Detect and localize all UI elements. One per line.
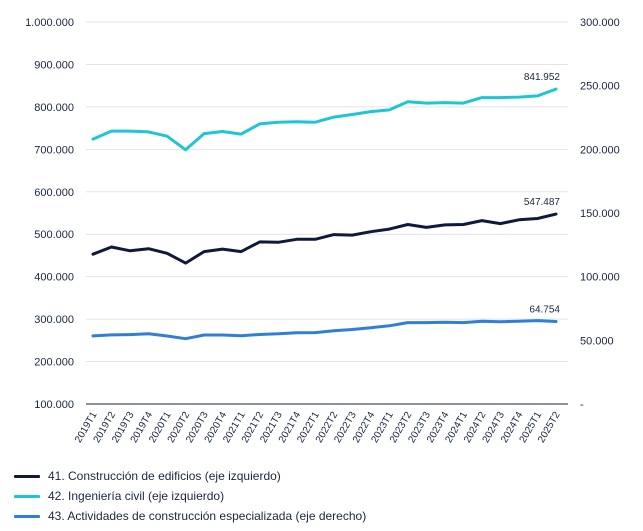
left-tick-label: 300.000	[34, 314, 74, 326]
right-tick-label: 200.000	[580, 144, 620, 156]
series-line-3	[91, 319, 558, 341]
legend-swatch-actividades	[14, 514, 40, 518]
legend-label: 42. Ingeniería civil (eje izquierdo)	[48, 489, 225, 503]
end-labels: 547.487 841.952 64.754	[524, 72, 561, 315]
legend: 41. Construcción de edificios (eje izqui…	[14, 466, 366, 526]
legend-item-actividades-especializada: 43. Actividades de construcción especial…	[14, 506, 366, 526]
series-line-1	[91, 212, 558, 265]
left-y-axis: 100.000 200.000 300.000 400.000 500.000 600.0…	[25, 17, 74, 411]
legend-item-construccion-edificios: 41. Construcción de edificios (eje izqui…	[14, 466, 366, 486]
right-y-axis: - 50.000 100.000 150.000 200.000 250.000 300.0…	[580, 17, 620, 411]
left-tick-label: 900.000	[34, 59, 74, 71]
right-tick-label: 150.000	[580, 208, 620, 220]
series-line-2	[91, 87, 558, 152]
right-tick-label: 300.000	[580, 17, 620, 29]
left-tick-label: 700.000	[34, 144, 74, 156]
series-lines	[91, 87, 558, 341]
end-value-label-2: 841.952	[524, 72, 561, 83]
right-tick-label: 50.000	[580, 335, 614, 347]
grid-lines	[86, 21, 568, 405]
left-tick-label: 500.000	[34, 229, 74, 241]
right-tick-label: -	[580, 399, 584, 411]
left-tick-label: 400.000	[34, 272, 74, 284]
end-value-label-1: 547.487	[524, 197, 561, 208]
left-tick-label: 100.000	[34, 399, 74, 411]
end-value-label-3: 64.754	[529, 305, 560, 316]
left-tick-label: 800.000	[34, 102, 74, 114]
legend-label: 43. Actividades de construcción especial…	[48, 509, 367, 523]
right-tick-label: 100.000	[580, 272, 620, 284]
legend-swatch-ingenieria	[14, 494, 40, 498]
left-tick-label: 600.000	[34, 187, 74, 199]
right-tick-label: 250.000	[580, 81, 620, 93]
left-tick-label: 200.000	[34, 357, 74, 369]
legend-label: 41. Construcción de edificios (eje izqui…	[48, 469, 281, 483]
legend-item-ingenieria-civil: 42. Ingeniería civil (eje izquierdo)	[14, 486, 366, 506]
left-tick-label: 1.000.000	[25, 17, 74, 29]
legend-swatch-edificios	[14, 474, 40, 478]
x-axis: 2019T12019T22019T32019T42020T12020T22020…	[73, 403, 568, 445]
